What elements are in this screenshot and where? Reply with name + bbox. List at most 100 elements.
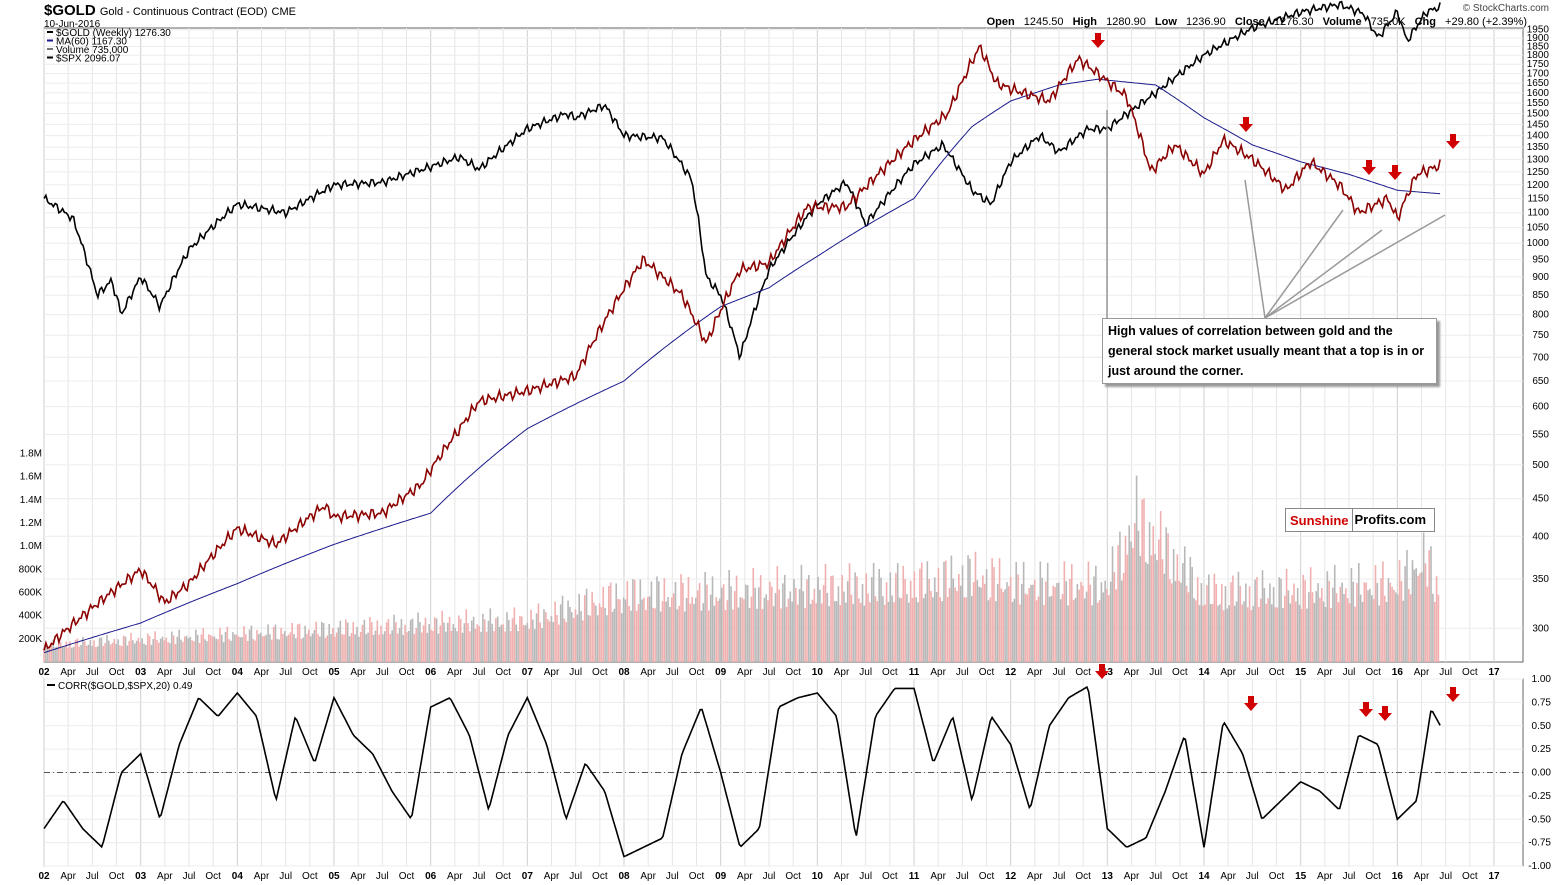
x-tick-label: Apr (544, 667, 560, 678)
volume-bar (395, 622, 397, 662)
volume-bar (698, 582, 701, 662)
volume-bar (608, 586, 610, 662)
volume-bar (556, 614, 558, 662)
volume-bar (776, 566, 779, 662)
x-tick-label: Oct (1172, 667, 1188, 678)
volume-bar (1258, 607, 1260, 662)
volume-bar (445, 631, 447, 662)
volume-bar (876, 601, 879, 662)
volume-bar (1209, 604, 1212, 662)
volume-bar (1004, 589, 1006, 662)
volume-bar (261, 636, 264, 662)
x-tick-label: Jul (859, 667, 872, 678)
volume-bar (1028, 587, 1030, 662)
volume-bar (1428, 550, 1430, 662)
volume-bar (1143, 498, 1145, 662)
x-tick-label: 02 (38, 871, 50, 882)
right-tick-label: 1300 (1527, 154, 1550, 165)
volume-bar (826, 592, 829, 662)
x-tick-label: Oct (109, 871, 125, 882)
corr-top-arrow (1378, 706, 1392, 721)
volume-bar (348, 636, 351, 662)
volume-bar (1298, 604, 1301, 662)
right-tick-label: 1750 (1527, 59, 1550, 70)
x-tick-label: 08 (618, 871, 630, 882)
volume-bar (1283, 595, 1286, 662)
volume-bar (272, 626, 275, 662)
x-tick-label: 17 (1488, 667, 1500, 678)
x-tick-label: Jul (1439, 667, 1452, 678)
volume-bar (470, 620, 473, 662)
volume-bar (463, 623, 466, 662)
x-tick-label: Apr (350, 871, 366, 882)
volume-bar (578, 593, 580, 662)
volume-bar (913, 571, 916, 662)
right-tick-label: 1600 (1527, 88, 1550, 99)
volume-bar (70, 647, 73, 662)
x-tick-label: Jul (183, 871, 196, 882)
volume-bar (156, 639, 158, 662)
volume-bar (1396, 594, 1399, 662)
volume-bar (1185, 585, 1188, 662)
volume-bar (358, 636, 360, 662)
volume-bar (1435, 576, 1438, 662)
volume-bar (1145, 562, 1147, 662)
volume-bar (491, 623, 493, 662)
x-tick-label: 05 (328, 667, 340, 678)
volume-bar (643, 597, 645, 662)
volume-bar (270, 639, 273, 662)
volume-bar (719, 598, 721, 662)
volume-bar (570, 612, 573, 662)
x-tick-label: Jul (956, 871, 969, 882)
left-tick-label: 200K (19, 634, 43, 645)
volume-bar (489, 608, 492, 662)
subtitle: Gold - Continuous Contract (EOD) (99, 6, 268, 18)
right-tick-label: 1650 (1527, 78, 1550, 89)
volume-bar (815, 603, 818, 662)
volume-bar (787, 598, 790, 662)
x-tick-label: Jul (666, 667, 679, 678)
volume-bar (813, 588, 816, 662)
volume-bar (135, 640, 138, 662)
volume-bar (974, 551, 977, 662)
volume-bar (67, 647, 69, 662)
volume-bar (389, 633, 392, 662)
volume-bar (91, 645, 93, 662)
right-tick-label: 500 (1532, 460, 1549, 471)
x-tick-label: 03 (135, 871, 147, 882)
volume-bar (428, 624, 430, 662)
volume-bar (1082, 585, 1084, 662)
volume-bar (804, 608, 806, 662)
x-tick-label: Oct (302, 871, 318, 882)
legend-entry: MA(60) 1167.30 (56, 37, 127, 48)
volume-bar (665, 601, 668, 662)
right-tick-label: 1450 (1527, 119, 1550, 130)
x-tick-label: Oct (1462, 667, 1478, 678)
volume-bar (1259, 598, 1262, 662)
volume-bar (693, 603, 695, 662)
price-stats: Open 1245.50 High 1280.90 Low 1236.90 Cl… (986, 16, 1527, 28)
volume-bar (46, 648, 49, 662)
volume-bar (213, 636, 216, 662)
volume-bar (656, 576, 658, 662)
volume-bar (58, 638, 60, 662)
volume-bar (274, 624, 277, 662)
volume-bar (870, 577, 873, 662)
right-tick-label: 850 (1532, 290, 1549, 301)
x-tick-label: Jul (183, 667, 196, 678)
corr-legend-swatch (47, 684, 55, 686)
x-tick-label: Apr (60, 667, 76, 678)
volume-bar (308, 629, 310, 662)
volume-bar (780, 608, 782, 662)
volume-bar (809, 603, 812, 662)
volume-bar (309, 636, 312, 662)
volume-bar (1369, 588, 1371, 662)
volume-bar (198, 643, 201, 662)
volume-bar (263, 635, 266, 662)
x-tick-label: 07 (522, 667, 534, 678)
volume-bar (950, 555, 953, 662)
volume-bar (519, 615, 521, 662)
volume-bar (863, 605, 866, 662)
volume-bar (620, 613, 623, 662)
volume-bar (945, 560, 947, 662)
